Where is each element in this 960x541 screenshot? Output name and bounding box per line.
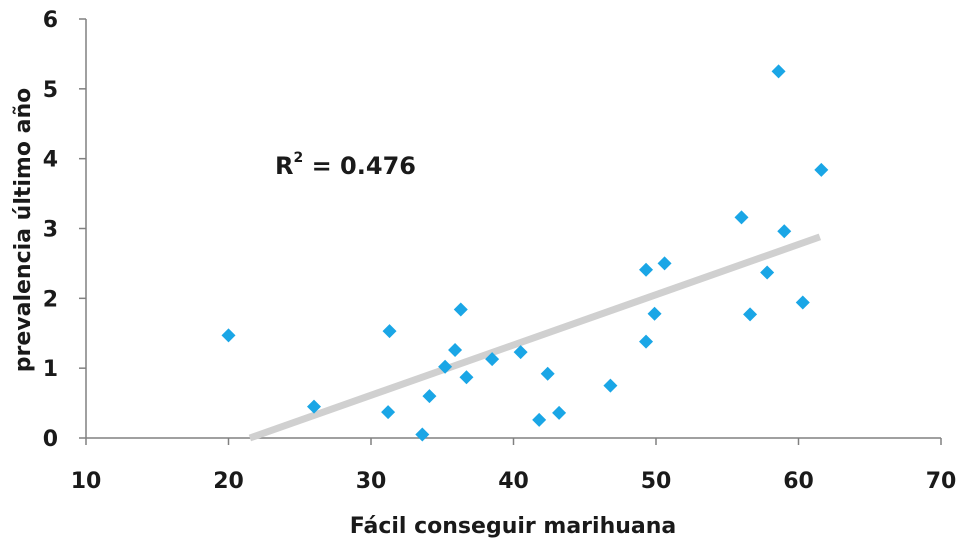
y-tick-label: 1 xyxy=(43,357,58,382)
data-point xyxy=(760,265,775,280)
data-point xyxy=(381,405,396,420)
data-point xyxy=(221,328,236,343)
x-tick-label: 10 xyxy=(71,469,102,494)
y-axis-title: prevalencia último año xyxy=(11,88,36,373)
data-point xyxy=(743,307,758,322)
y-tick-label: 3 xyxy=(43,218,58,243)
r-squared-base: R xyxy=(275,152,293,180)
x-tick-label: 50 xyxy=(641,469,672,494)
data-point xyxy=(639,334,654,349)
y-tick-label: 5 xyxy=(43,78,58,103)
data-point xyxy=(639,262,654,277)
trendline-group xyxy=(248,233,822,442)
tick-labels: 0 1 2 3 4 5 6 10 20 30 40 50 60 70 xyxy=(43,8,957,494)
x-tick-label: 20 xyxy=(213,469,244,494)
data-point xyxy=(438,359,453,374)
data-point xyxy=(453,302,468,317)
x-tick-label: 70 xyxy=(926,469,957,494)
data-point xyxy=(795,295,810,310)
data-point xyxy=(540,366,555,381)
y-tick-label: 0 xyxy=(43,427,58,452)
data-point xyxy=(771,64,786,79)
y-tick-label: 6 xyxy=(43,8,58,33)
data-point xyxy=(647,306,662,321)
axes xyxy=(79,18,942,445)
x-tick-label: 60 xyxy=(783,469,814,494)
data-point xyxy=(459,370,474,385)
data-point xyxy=(734,210,749,225)
data-point xyxy=(448,343,463,358)
data-point xyxy=(415,427,430,442)
data-point xyxy=(513,345,528,360)
r-squared-annotation: R2 = 0.476 xyxy=(275,150,416,180)
data-point xyxy=(552,405,567,420)
data-point xyxy=(777,224,792,239)
points-group xyxy=(221,64,829,442)
data-point xyxy=(485,352,500,367)
data-point xyxy=(532,412,547,427)
data-point xyxy=(814,162,829,177)
data-point xyxy=(603,378,618,393)
data-point xyxy=(307,399,321,414)
y-tick-label: 2 xyxy=(43,287,58,312)
y-tick-label: 4 xyxy=(43,148,58,173)
x-axis-title: Fácil conseguir marihuana xyxy=(350,514,677,539)
r-squared-value: = 0.476 xyxy=(303,152,416,180)
x-tick-label: 40 xyxy=(498,469,529,494)
data-point xyxy=(657,256,672,271)
r-squared-superscript: 2 xyxy=(293,150,303,166)
data-point xyxy=(382,324,397,339)
data-point xyxy=(422,389,437,404)
x-tick-label: 30 xyxy=(356,469,387,494)
trendline xyxy=(248,233,822,442)
